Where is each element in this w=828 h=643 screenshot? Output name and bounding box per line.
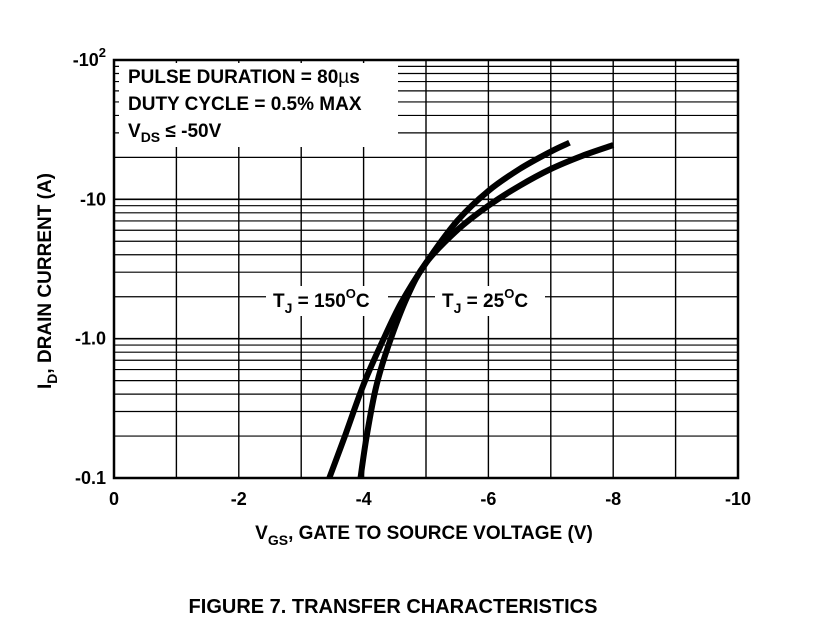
series-tj-25c-line [357,142,615,479]
conditions-box [119,63,398,147]
y-axis-title: ID, DRAIN CURRENT (A) [35,173,60,389]
series-label-background [266,286,388,316]
y-tick-label: -0.1 [75,468,106,488]
series-label-tj-25c: TJ = 25OC [442,286,528,316]
y-tick-label: -10 [80,189,106,209]
series-layer [326,139,615,480]
x-tick-label: -10 [725,489,751,509]
figure-caption: FIGURE 7. TRANSFER CHARACTERISTICS [189,596,598,618]
x-axis-title: VGS, GATE TO SOURCE VOLTAGE (V) [255,523,593,548]
plot-frame [112,58,740,480]
tick-labels: 0 -2 -4 -6 -8 -10 -0.1 -1.0 -10 -102 [73,45,751,509]
y-tick-label: -1.0 [75,329,106,349]
x-tick-label: -4 [356,489,372,509]
series-label-background [435,286,545,316]
text-annotations: PULSE DURATION = 80µs DUTY CYCLE = 0.5% M… [35,63,597,618]
x-tick-label: -2 [231,489,247,509]
condition-text: PULSE DURATION = 80µs [128,67,360,88]
condition-text: DUTY CYCLE = 0.5% MAX [128,94,362,115]
x-tick-label: -8 [605,489,621,509]
series-label-tj-150c: TJ = 150OC [273,286,370,316]
condition-text: VDS ≤ -50V [128,121,222,145]
x-tick-label: 0 [109,489,119,509]
x-tick-label: -6 [480,489,496,509]
y-tick-label: -102 [73,45,106,70]
